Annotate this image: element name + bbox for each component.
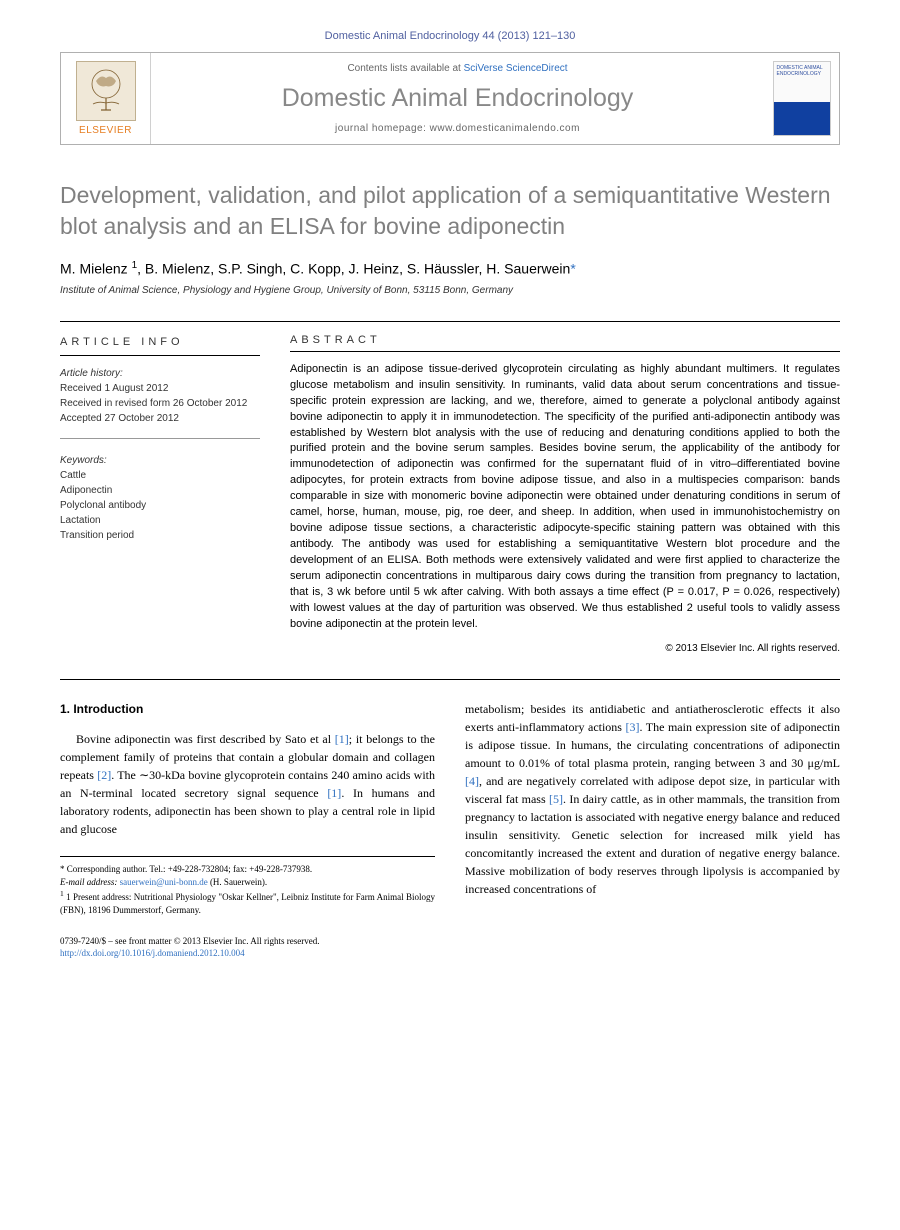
received-date: Received 1 August 2012 [60,381,260,396]
note1-text: 1 Present address: Nutritional Physiolog… [60,892,435,915]
ref-link[interactable]: [1] [327,786,341,800]
homepage-line: journal homepage: www.domesticanimalendo… [159,123,756,134]
intro-para-2: metabolism; besides its antidiabetic and… [465,700,840,898]
body-col-left: 1. Introduction Bovine adiponectin was f… [60,700,435,960]
accepted-date: Accepted 27 October 2012 [60,411,260,426]
header-citation: Domestic Animal Endocrinology 44 (2013) … [60,30,840,42]
front-matter-line: 0739-7240/$ – see front matter © 2013 El… [60,935,435,948]
email-line: E-mail address: sauerwein@uni-bonn.de (H… [60,876,435,889]
ref-link[interactable]: [2] [97,768,111,782]
intro-para-1: Bovine adiponectin was first described b… [60,730,435,838]
intro-heading: 1. Introduction [60,700,435,718]
history-label: Article history: [60,366,260,381]
present-address-note: 1 1 Present address: Nutritional Physiol… [60,889,435,917]
article-info-heading: ARTICLE INFO [60,334,260,357]
email-label: E-mail address: [60,877,120,887]
history-block: Article history: Received 1 August 2012 … [60,366,260,439]
homepage-url: www.domesticanimalendo.com [430,123,580,134]
journal-name: Domestic Animal Endocrinology [159,84,756,113]
abstract-block: ABSTRACT Adiponectin is an adipose tissu… [290,334,840,654]
authors-line: M. Mielenz 1, B. Mielenz, S.P. Singh, C.… [60,260,840,277]
footnotes-block: * Corresponding author. Tel.: +49-228-73… [60,856,435,917]
contents-available-line: Contents lists available at SciVerse Sci… [159,63,756,74]
body-col-right: metabolism; besides its antidiabetic and… [465,700,840,960]
ref-link[interactable]: [5] [549,792,563,806]
cover-label: DOMESTIC ANIMAL ENDOCRINOLOGY [777,65,827,77]
journal-center-block: Contents lists available at SciVerse Sci… [151,53,764,144]
cover-thumbnail: DOMESTIC ANIMAL ENDOCRINOLOGY [773,61,831,136]
email-suffix: (H. Sauerwein). [208,877,267,887]
ref-link[interactable]: [1] [335,732,349,746]
elsevier-wordmark: ELSEVIER [79,125,132,136]
ref-link[interactable]: [4] [465,774,479,788]
abstract-text: Adiponectin is an adipose tissue-derived… [290,362,840,633]
ref-link[interactable]: [3] [626,720,640,734]
keyword: Adiponectin [60,483,260,498]
email-link[interactable]: sauerwein@uni-bonn.de [120,877,208,887]
info-abstract-row: ARTICLE INFO Article history: Received 1… [60,321,840,654]
journal-cover-block: DOMESTIC ANIMAL ENDOCRINOLOGY [764,53,839,144]
keywords-label: Keywords: [60,453,260,468]
revised-date: Received in revised form 26 October 2012 [60,396,260,411]
article-info-block: ARTICLE INFO Article history: Received 1… [60,334,260,654]
affiliation: Institute of Animal Science, Physiology … [60,285,840,296]
sciencedirect-link[interactable]: SciVerse ScienceDirect [464,63,568,74]
abstract-copyright: © 2013 Elsevier Inc. All rights reserved… [290,643,840,654]
article-title: Development, validation, and pilot appli… [60,180,840,242]
doi-link[interactable]: http://dx.doi.org/10.1016/j.domaniend.20… [60,948,245,958]
contents-prefix: Contents lists available at [347,63,463,74]
corresponding-author-note: * Corresponding author. Tel.: +49-228-73… [60,863,435,876]
abstract-heading: ABSTRACT [290,334,840,352]
keyword: Polyclonal antibody [60,498,260,513]
body-columns: 1. Introduction Bovine adiponectin was f… [60,679,840,960]
elsevier-logo-block: ELSEVIER [61,53,151,144]
elsevier-tree-icon [76,61,136,121]
homepage-prefix: journal homepage: [335,123,430,134]
keyword: Transition period [60,528,260,543]
page-footer: 0739-7240/$ – see front matter © 2013 El… [60,935,435,960]
keyword: Cattle [60,468,260,483]
journal-header-box: ELSEVIER Contents lists available at Sci… [60,52,840,145]
keywords-block: Keywords: Cattle Adiponectin Polyclonal … [60,453,260,543]
keyword: Lactation [60,513,260,528]
